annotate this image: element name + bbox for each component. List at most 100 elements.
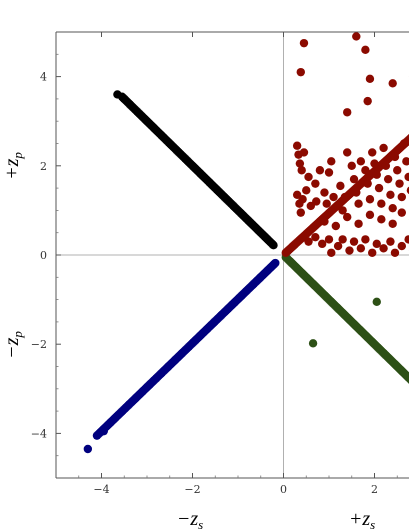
data-point xyxy=(329,192,338,202)
data-point xyxy=(363,96,372,106)
data-point xyxy=(388,203,397,213)
data-point xyxy=(377,215,386,224)
data-point xyxy=(296,67,305,77)
data-point xyxy=(372,170,381,179)
data-point xyxy=(365,195,375,204)
data-point xyxy=(379,143,388,153)
data-point xyxy=(372,297,381,307)
data-point xyxy=(361,235,370,244)
data-point xyxy=(343,108,352,117)
data-point xyxy=(311,232,320,242)
data-point xyxy=(113,90,122,99)
data-point xyxy=(120,94,129,104)
data-point xyxy=(368,148,377,157)
data-point xyxy=(365,210,375,220)
y-tick-label: 4 xyxy=(40,71,47,84)
data-point xyxy=(370,159,379,168)
series-3 xyxy=(281,32,409,257)
data-point xyxy=(343,148,352,157)
data-point xyxy=(92,431,102,440)
y-tick-label: −4 xyxy=(31,427,47,440)
series-2 xyxy=(281,253,409,384)
data-point xyxy=(379,244,388,253)
data-point xyxy=(352,188,361,197)
data-point xyxy=(347,161,356,170)
data-point xyxy=(388,219,397,228)
data-point xyxy=(315,166,325,175)
data-point xyxy=(320,188,329,197)
data-point xyxy=(299,148,309,157)
y-tick-label: 0 xyxy=(40,249,47,262)
data-point xyxy=(363,179,372,188)
data-point xyxy=(304,237,313,246)
data-point xyxy=(333,241,343,251)
data-point xyxy=(343,212,352,222)
data-point xyxy=(368,248,377,257)
x-tick-label: −4 xyxy=(93,483,109,496)
data-point xyxy=(388,79,397,88)
data-point xyxy=(352,32,361,41)
data-point xyxy=(295,159,305,168)
data-point xyxy=(83,444,93,454)
data-point xyxy=(356,244,366,253)
data-point xyxy=(386,190,395,199)
data-point xyxy=(298,195,307,204)
data-point xyxy=(393,166,402,175)
data-point xyxy=(397,241,406,251)
data-point xyxy=(331,221,341,231)
data-point xyxy=(377,199,386,208)
data-point xyxy=(317,239,327,249)
data-point xyxy=(322,199,331,208)
data-point xyxy=(365,74,375,84)
data-point xyxy=(404,172,409,182)
data-point xyxy=(311,179,320,188)
data-point xyxy=(99,426,108,436)
y-axis-label-negative: −zp xyxy=(1,331,25,359)
x-axis-label-negative: −zs xyxy=(177,508,203,529)
data-point xyxy=(354,219,363,228)
data-point xyxy=(296,208,305,217)
data-point xyxy=(349,237,359,246)
data-point xyxy=(397,192,406,202)
zero-axes xyxy=(56,32,409,478)
data-point xyxy=(302,186,311,195)
data-point xyxy=(324,235,334,244)
data-point xyxy=(390,152,400,162)
data-point xyxy=(336,181,345,191)
data-point xyxy=(312,197,321,206)
x-axis-label-positive: +zs xyxy=(349,508,375,529)
data-point xyxy=(399,139,409,148)
data-point xyxy=(402,157,409,166)
data-point xyxy=(381,161,391,170)
data-point xyxy=(308,339,318,348)
data-point xyxy=(338,235,347,244)
data-point xyxy=(292,141,302,150)
x-tick-label: −2 xyxy=(184,483,200,496)
data-point xyxy=(299,38,309,48)
data-point xyxy=(349,174,359,184)
data-point xyxy=(324,168,334,177)
series-1 xyxy=(83,258,280,454)
data-point xyxy=(354,199,363,208)
data-point xyxy=(395,179,404,188)
data-point xyxy=(340,192,350,202)
y-tick-label: 2 xyxy=(40,160,47,173)
y-axis-label-positive: +zp xyxy=(1,152,25,180)
data-point xyxy=(406,186,409,195)
data-points xyxy=(83,32,409,454)
data-point xyxy=(320,217,329,226)
data-point xyxy=(404,235,409,244)
data-point xyxy=(383,174,393,184)
data-point xyxy=(361,166,370,175)
data-point xyxy=(386,237,395,246)
y-tick-label: −2 xyxy=(31,338,47,351)
data-point xyxy=(397,208,406,217)
data-point xyxy=(390,248,400,257)
data-point xyxy=(327,248,336,257)
data-point xyxy=(338,206,347,215)
data-point xyxy=(356,157,366,166)
data-point xyxy=(374,183,384,193)
data-point xyxy=(372,239,381,249)
data-point xyxy=(297,166,306,175)
x-tick-label: 2 xyxy=(371,483,378,496)
